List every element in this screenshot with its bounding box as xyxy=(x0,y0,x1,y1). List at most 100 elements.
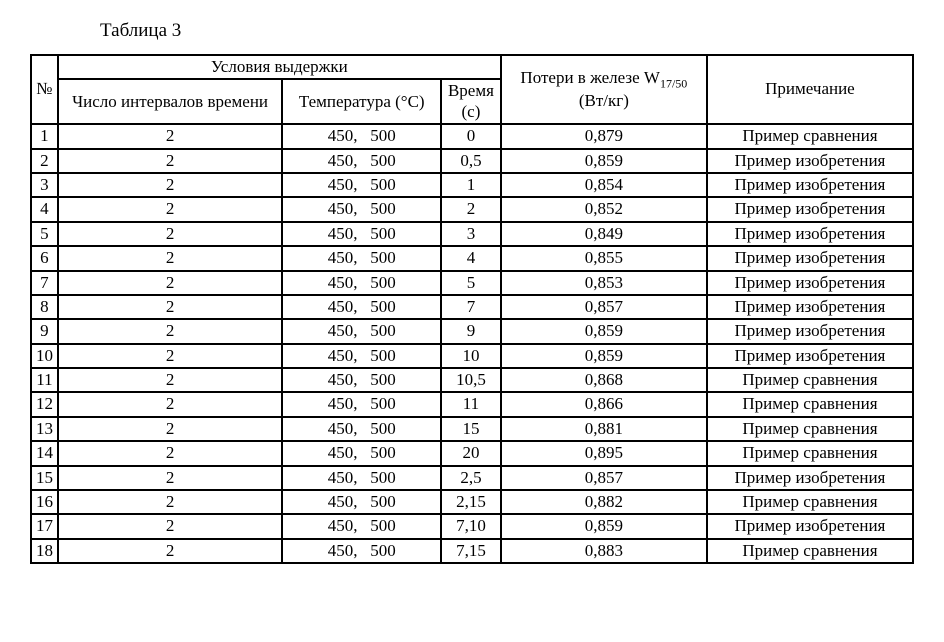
cell-temp: 450, 500 xyxy=(282,344,441,368)
header-conditions: Условия выдержки xyxy=(58,55,501,79)
table-row: 72450, 50050,853Пример изобретения xyxy=(31,271,913,295)
cell-intervals: 2 xyxy=(58,441,283,465)
table-row: 152450, 5002,50,857Пример изобретения xyxy=(31,466,913,490)
header-intervals: Число интервалов времени xyxy=(58,79,283,124)
cell-loss: 0,859 xyxy=(501,514,707,538)
cell-note: Пример изобретения xyxy=(707,514,913,538)
cell-num: 17 xyxy=(31,514,58,538)
cell-time: 7,10 xyxy=(441,514,501,538)
cell-intervals: 2 xyxy=(58,344,283,368)
time-top: Время xyxy=(448,81,494,100)
cell-time: 15 xyxy=(441,417,501,441)
cell-note: Пример сравнения xyxy=(707,368,913,392)
table-row: 112450, 50010,50,868Пример сравнения xyxy=(31,368,913,392)
cell-time: 2,15 xyxy=(441,490,501,514)
cell-num: 10 xyxy=(31,344,58,368)
table-row: 182450, 5007,150,883Пример сравнения xyxy=(31,539,913,563)
cell-temp: 450, 500 xyxy=(282,490,441,514)
cell-temp: 450, 500 xyxy=(282,417,441,441)
cell-num: 1 xyxy=(31,124,58,148)
cell-time: 9 xyxy=(441,319,501,343)
cell-num: 11 xyxy=(31,368,58,392)
cell-temp: 450, 500 xyxy=(282,149,441,173)
loss-prefix: Потери в железе W xyxy=(520,68,660,87)
cell-intervals: 2 xyxy=(58,417,283,441)
cell-temp: 450, 500 xyxy=(282,173,441,197)
cell-time: 4 xyxy=(441,246,501,270)
cell-time: 20 xyxy=(441,441,501,465)
cell-intervals: 2 xyxy=(58,246,283,270)
cell-note: Пример сравнения xyxy=(707,539,913,563)
data-table: № Условия выдержки Потери в железе W17/5… xyxy=(30,54,914,564)
table-row: 52450, 50030,849Пример изобретения xyxy=(31,222,913,246)
cell-note: Пример изобретения xyxy=(707,149,913,173)
cell-time: 2,5 xyxy=(441,466,501,490)
cell-intervals: 2 xyxy=(58,197,283,221)
loss-unit: (Вт/кг) xyxy=(579,91,629,110)
cell-intervals: 2 xyxy=(58,514,283,538)
cell-num: 13 xyxy=(31,417,58,441)
table-row: 42450, 50020,852Пример изобретения xyxy=(31,197,913,221)
cell-loss: 0,852 xyxy=(501,197,707,221)
loss-sub: 17/50 xyxy=(660,76,687,90)
cell-loss: 0,857 xyxy=(501,295,707,319)
cell-num: 7 xyxy=(31,271,58,295)
table-row: 92450, 50090,859Пример изобретения xyxy=(31,319,913,343)
cell-time: 1 xyxy=(441,173,501,197)
cell-num: 16 xyxy=(31,490,58,514)
cell-loss: 0,895 xyxy=(501,441,707,465)
table-row: 22450, 5000,50,859Пример изобретения xyxy=(31,149,913,173)
cell-intervals: 2 xyxy=(58,222,283,246)
cell-note: Пример сравнения xyxy=(707,124,913,148)
table-row: 102450, 500100,859Пример изобретения xyxy=(31,344,913,368)
cell-temp: 450, 500 xyxy=(282,295,441,319)
cell-intervals: 2 xyxy=(58,173,283,197)
cell-num: 18 xyxy=(31,539,58,563)
cell-num: 15 xyxy=(31,466,58,490)
cell-temp: 450, 500 xyxy=(282,197,441,221)
table-caption: Таблица 3 xyxy=(100,20,914,42)
cell-loss: 0,859 xyxy=(501,344,707,368)
cell-temp: 450, 500 xyxy=(282,466,441,490)
cell-time: 7,15 xyxy=(441,539,501,563)
table-row: 62450, 50040,855Пример изобретения xyxy=(31,246,913,270)
cell-loss: 0,881 xyxy=(501,417,707,441)
cell-time: 10,5 xyxy=(441,368,501,392)
cell-note: Пример изобретения xyxy=(707,344,913,368)
cell-num: 6 xyxy=(31,246,58,270)
cell-num: 14 xyxy=(31,441,58,465)
time-bottom: (с) xyxy=(462,102,481,121)
cell-loss: 0,857 xyxy=(501,466,707,490)
cell-temp: 450, 500 xyxy=(282,392,441,416)
cell-intervals: 2 xyxy=(58,466,283,490)
table-row: 12450, 50000,879Пример сравнения xyxy=(31,124,913,148)
cell-note: Пример изобретения xyxy=(707,173,913,197)
cell-intervals: 2 xyxy=(58,295,283,319)
cell-time: 0,5 xyxy=(441,149,501,173)
cell-loss: 0,849 xyxy=(501,222,707,246)
cell-loss: 0,859 xyxy=(501,319,707,343)
table-row: 172450, 5007,100,859Пример изобретения xyxy=(31,514,913,538)
cell-temp: 450, 500 xyxy=(282,246,441,270)
table-row: 122450, 500110,866Пример сравнения xyxy=(31,392,913,416)
table-row: 162450, 5002,150,882Пример сравнения xyxy=(31,490,913,514)
cell-num: 8 xyxy=(31,295,58,319)
cell-note: Пример изобретения xyxy=(707,197,913,221)
header-time: Время (с) xyxy=(441,79,501,124)
header-loss: Потери в железе W17/50 (Вт/кг) xyxy=(501,55,707,124)
cell-note: Пример изобретения xyxy=(707,466,913,490)
cell-temp: 450, 500 xyxy=(282,124,441,148)
cell-num: 5 xyxy=(31,222,58,246)
cell-note: Пример изобретения xyxy=(707,319,913,343)
table-row: 142450, 500200,895Пример сравнения xyxy=(31,441,913,465)
table-row: 32450, 50010,854Пример изобретения xyxy=(31,173,913,197)
cell-note: Пример сравнения xyxy=(707,417,913,441)
cell-temp: 450, 500 xyxy=(282,514,441,538)
cell-time: 11 xyxy=(441,392,501,416)
cell-temp: 450, 500 xyxy=(282,441,441,465)
cell-intervals: 2 xyxy=(58,392,283,416)
cell-intervals: 2 xyxy=(58,319,283,343)
cell-note: Пример изобретения xyxy=(707,295,913,319)
cell-temp: 450, 500 xyxy=(282,319,441,343)
cell-num: 9 xyxy=(31,319,58,343)
